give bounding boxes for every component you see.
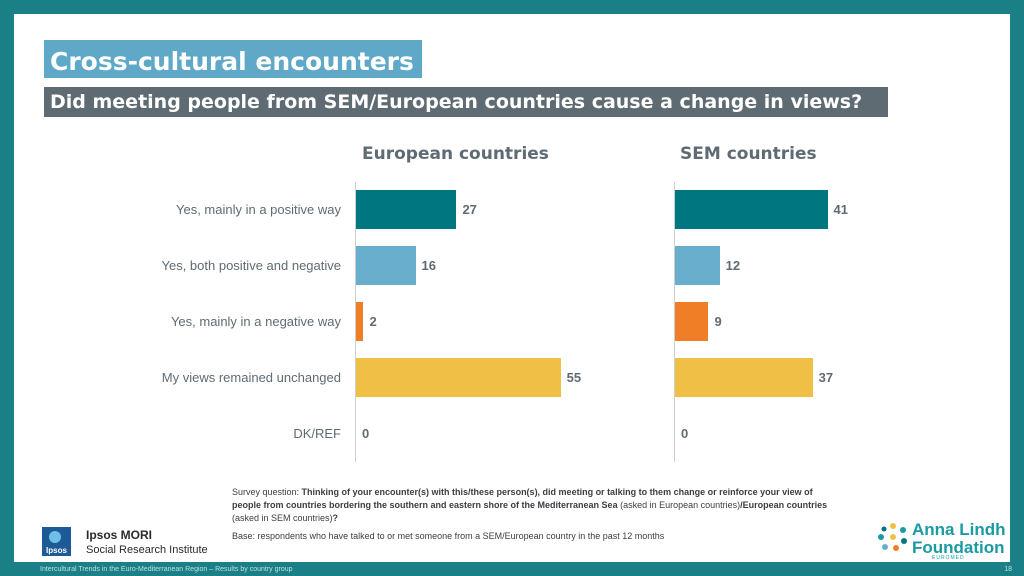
survey-question-note: Survey question: Thinking of your encoun… <box>232 487 828 523</box>
bar-value-label: 9 <box>714 314 722 329</box>
footer-text: Intercultural Trends in the Euro-Mediter… <box>40 566 293 573</box>
ipsos-subtitle: Social Research Institute <box>86 544 208 556</box>
anna-lindh-text-1: Anna Lindh <box>912 520 1006 539</box>
bar-value-label: 37 <box>818 370 834 385</box>
bar <box>356 246 416 285</box>
chart-title-european: European countries <box>362 144 549 164</box>
bar <box>356 302 364 341</box>
base-note: Base: respondents who have talked to or … <box>232 531 665 541</box>
bar <box>675 358 813 397</box>
slide-subtitle: Did meeting people from SEM/European cou… <box>44 87 888 117</box>
chart-title-sem: SEM countries <box>680 144 817 164</box>
bar-value-label: 16 <box>421 258 436 273</box>
bar-value-label: 2 <box>369 314 377 329</box>
bar <box>675 302 709 341</box>
bar <box>356 358 561 397</box>
chart-axis <box>355 182 356 462</box>
bar <box>675 246 720 285</box>
bar-value-label: 55 <box>566 370 582 385</box>
category-label: Yes, both positive and negative <box>161 258 342 273</box>
bar-value-label: 0 <box>362 426 370 441</box>
bar-value-label: 0 <box>681 426 689 441</box>
slide-title: Cross-cultural encounters <box>44 40 422 78</box>
category-label: My views remained unchanged <box>161 370 341 385</box>
bar-value-label: 12 <box>725 258 741 273</box>
page-number: 18 <box>1004 566 1012 573</box>
category-label: Yes, mainly in a positive way <box>176 202 341 217</box>
bar <box>356 190 457 229</box>
bar-value-label: 27 <box>462 202 477 217</box>
chart-axis <box>674 182 675 462</box>
bar <box>675 190 828 229</box>
bar-value-label: 41 <box>833 202 848 217</box>
category-label: Yes, mainly in a negative way <box>170 314 341 329</box>
category-label: DK/REF <box>293 426 341 441</box>
anna-lindh-text-2: Foundation <box>912 538 1005 557</box>
anna-lindh-text-3: EUROMED <box>932 555 965 561</box>
anna-lindh-logo-icon <box>878 523 907 551</box>
ipsos-logo: Ipsos <box>42 527 71 556</box>
ipsos-name: Ipsos MORI <box>86 528 153 542</box>
